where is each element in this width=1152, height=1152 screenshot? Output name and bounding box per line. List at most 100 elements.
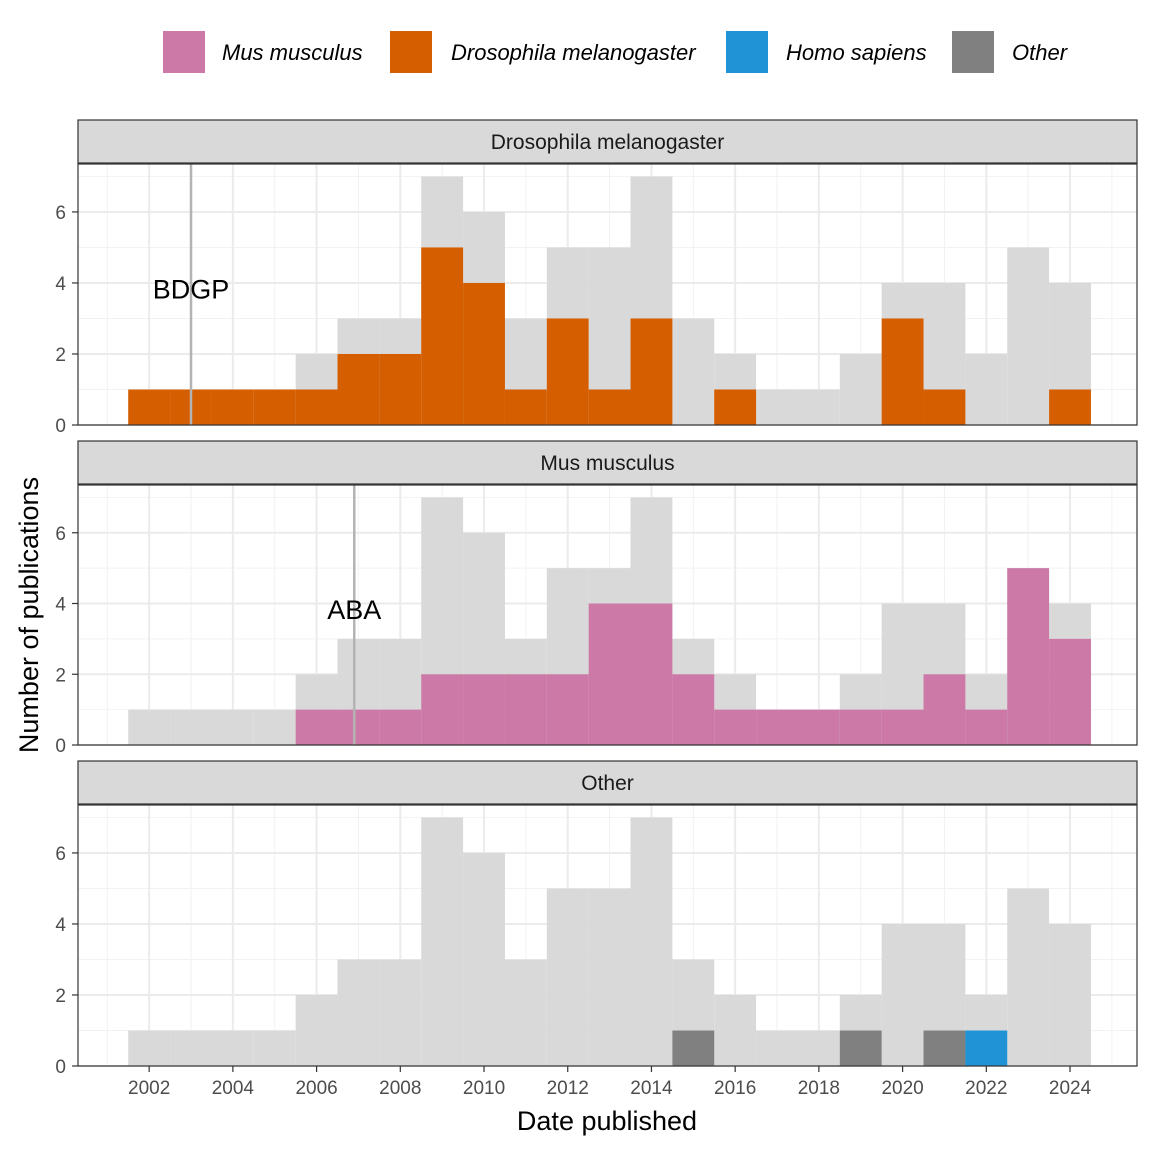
bar-drosophila-melanogaster	[295, 389, 338, 425]
y-axis-title: Number of publications	[14, 477, 44, 753]
bar-mus-musculus	[463, 674, 505, 745]
y-tick-label: 4	[55, 595, 66, 616]
x-tick-label: 2022	[965, 1078, 1007, 1099]
bar-mus-musculus	[714, 709, 757, 745]
background-bar	[588, 888, 631, 1066]
panel-other: Other 0 2 4 6	[55, 760, 1138, 1078]
background-bar	[128, 1030, 171, 1066]
panel-drosophila-melanogaster: Drosophila melanogaster BDGP 0 2 4 6	[55, 119, 1138, 437]
bar-drosophila-melanogaster	[211, 389, 254, 425]
bar-drosophila-melanogaster	[546, 318, 589, 425]
background-bar	[881, 923, 924, 1066]
x-tick-label: 2010	[463, 1078, 505, 1099]
bar-mus-musculus	[588, 603, 631, 745]
y-tick-label: 2	[55, 986, 66, 1007]
background-bar	[546, 888, 589, 1066]
background-bar	[756, 389, 798, 425]
background-bar	[211, 709, 254, 745]
background-bar	[797, 389, 840, 425]
bar-drosophila-melanogaster	[1049, 389, 1091, 425]
background-bar	[1007, 247, 1050, 425]
x-tick-label: 2008	[379, 1078, 421, 1099]
y-tick-label: 2	[55, 665, 66, 686]
y-tick-label: 0	[55, 416, 66, 437]
background-bar	[965, 353, 1008, 425]
x-axis-title: Date published	[517, 1106, 697, 1136]
bar-mus-musculus	[337, 709, 380, 745]
strip-box	[77, 119, 1138, 164]
annotation-label: ABA	[327, 595, 381, 625]
bar-mus-musculus	[421, 674, 464, 745]
bar-mus-musculus	[504, 674, 547, 745]
y-tick-label: 0	[55, 1057, 66, 1078]
bar-homo-sapiens	[965, 1030, 1008, 1066]
bar-other	[923, 1030, 966, 1066]
x-tick-label: 2024	[1049, 1078, 1092, 1099]
background-bar	[128, 709, 171, 745]
bar-drosophila-melanogaster	[923, 389, 966, 425]
background-bar	[630, 817, 673, 1066]
background-bar	[421, 817, 464, 1066]
y-tick-label: 0	[55, 736, 66, 757]
legend-key-homo-sapiens	[726, 31, 768, 73]
x-tick-label: 2014	[630, 1078, 673, 1099]
x-tick-label: 2004	[212, 1078, 255, 1099]
strip-box	[77, 440, 1138, 485]
bar-mus-musculus	[839, 709, 882, 745]
bar-mus-musculus	[756, 709, 798, 745]
background-bar	[1007, 888, 1050, 1066]
bar-mus-musculus	[295, 709, 338, 745]
panel-mus-musculus: Mus musculus ABA 0 2 4 6	[55, 440, 1138, 757]
bar-drosophila-melanogaster	[504, 389, 547, 425]
background-bar	[756, 1030, 798, 1066]
bar-mus-musculus	[1049, 638, 1091, 745]
background-bar	[211, 1030, 254, 1066]
bar-mus-musculus	[923, 674, 966, 745]
bar-mus-musculus	[546, 674, 589, 745]
legend-label: Other	[1012, 40, 1069, 65]
bar-other	[672, 1030, 715, 1066]
x-tick-label: 2006	[295, 1078, 337, 1099]
bar-mus-musculus	[881, 709, 924, 745]
y-tick-label: 4	[55, 915, 66, 936]
x-tick-label: 2018	[798, 1078, 840, 1099]
legend-label: Mus musculus	[222, 40, 363, 65]
legend-key-other	[952, 31, 994, 73]
background-bar	[839, 353, 882, 425]
background-bar	[714, 994, 757, 1066]
background-bar	[504, 959, 547, 1066]
bar-mus-musculus	[965, 709, 1008, 745]
background-bar	[253, 1030, 296, 1066]
bar-drosophila-melanogaster	[463, 282, 505, 425]
bar-drosophila-melanogaster	[630, 318, 673, 425]
background-bar	[170, 709, 212, 745]
legend: Mus musculus Drosophila melanogaster Homo …	[163, 31, 1069, 73]
bar-drosophila-melanogaster	[128, 389, 171, 425]
panel-border	[77, 804, 1138, 1067]
strip-label: Mus musculus	[540, 452, 674, 475]
bar-drosophila-melanogaster	[714, 389, 757, 425]
bar-other	[839, 1030, 882, 1066]
strip-label: Other	[581, 772, 634, 795]
bar-drosophila-melanogaster	[588, 389, 631, 425]
background-bar	[463, 852, 505, 1066]
panel-border	[77, 163, 1138, 426]
background-bar	[337, 959, 380, 1066]
y-tick-label: 6	[55, 203, 66, 224]
x-axis: 2002 2004 2006 2008 2010 2012 2014 2016 2018 2020…	[128, 1066, 1092, 1099]
bar-drosophila-melanogaster	[421, 247, 464, 425]
x-tick-label: 2016	[714, 1078, 756, 1099]
bar-mus-musculus	[1007, 568, 1050, 745]
background-bar	[295, 994, 338, 1066]
panel-border	[77, 484, 1138, 746]
background-bar	[1049, 923, 1091, 1066]
bar-drosophila-melanogaster	[253, 389, 296, 425]
legend-key-mus-musculus	[163, 31, 205, 73]
bar-mus-musculus	[797, 709, 840, 745]
legend-label: Homo sapiens	[786, 40, 927, 65]
bar-mus-musculus	[672, 674, 715, 745]
y-tick-label: 4	[55, 274, 66, 295]
background-bar	[672, 318, 715, 425]
